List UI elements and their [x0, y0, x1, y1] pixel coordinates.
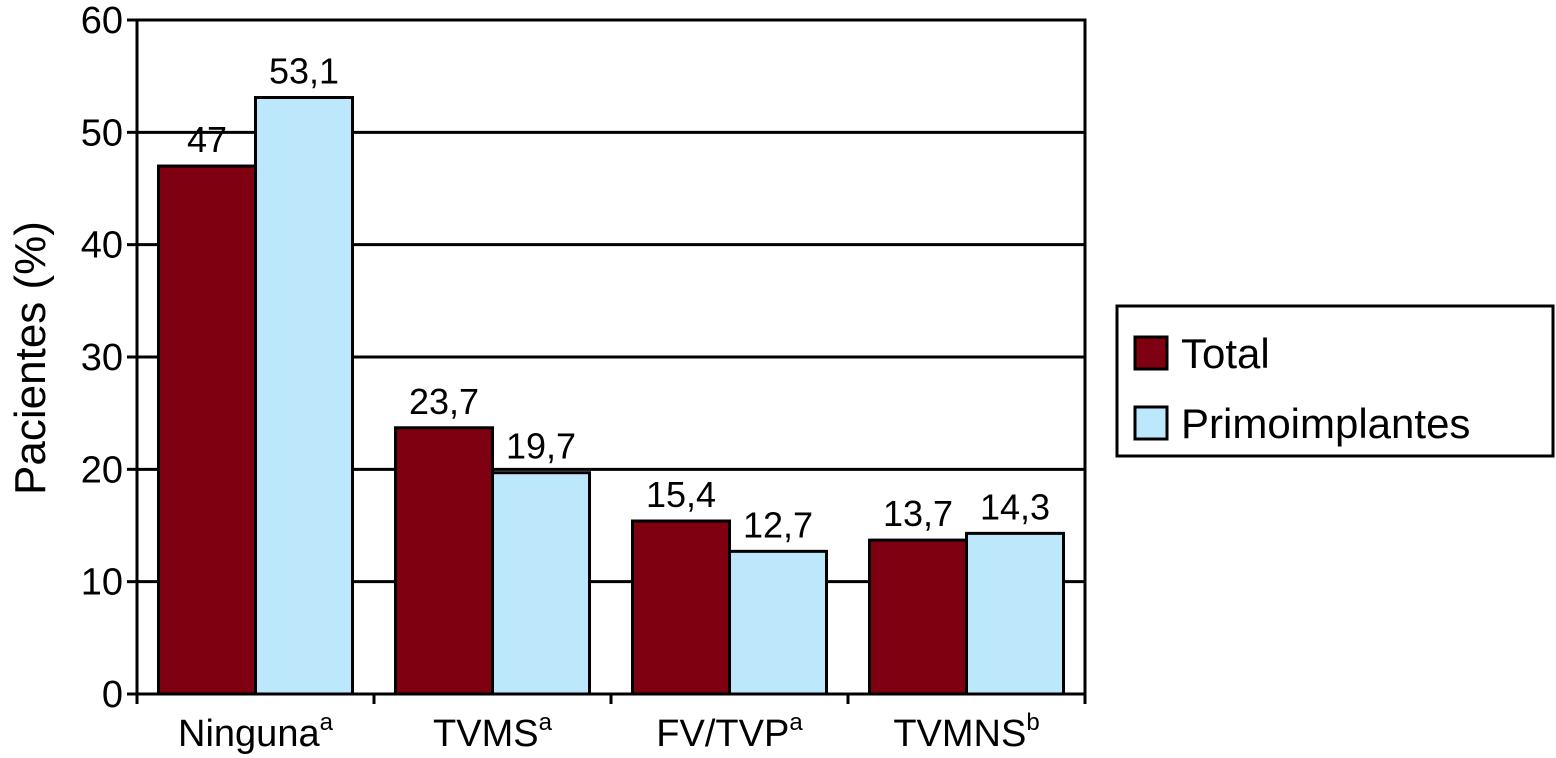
legend-swatch-primoimplantes: [1133, 405, 1169, 441]
y-tick-label: 20: [81, 449, 123, 491]
y-tick-label: 0: [102, 674, 123, 716]
y-tick-label: 10: [81, 562, 123, 604]
y-tick-label: 60: [81, 0, 123, 42]
legend-label: Total: [1181, 330, 1270, 377]
legend-box: [1115, 304, 1555, 458]
bar-total-1: [157, 164, 257, 696]
bar-total-2: [394, 426, 494, 696]
legend: Total Primoimplantes: [1115, 304, 1555, 458]
bar-primoimplantes-2: [491, 471, 591, 696]
x-category-label: TVMSa: [433, 709, 553, 755]
y-tick-label: 40: [81, 225, 123, 267]
data-label: 14,3: [980, 486, 1050, 527]
y-tick-label: 30: [81, 337, 123, 379]
data-label: 53,1: [269, 51, 339, 92]
x-axis-categories: Ningunaa TVMSa FV/TVPa TVMNSb: [178, 709, 1040, 755]
data-label: 12,7: [743, 504, 813, 545]
x-category-label: Ningunaa: [178, 709, 334, 755]
data-label: 23,7: [409, 381, 479, 422]
x-category-label: FV/TVPa: [656, 709, 803, 755]
data-label: 15,4: [646, 474, 716, 515]
data-label: 13,7: [883, 493, 953, 534]
legend-label: Primoimplantes: [1181, 400, 1470, 447]
bar-primoimplantes-4: [965, 531, 1065, 696]
legend-swatch-total: [1133, 335, 1169, 371]
bar-total-4: [868, 538, 968, 696]
data-labels: 47 53,1 23,7 19,7 15,4 12,7 13,7 14,3: [187, 51, 1050, 546]
x-category-label: TVMNSb: [893, 709, 1039, 755]
y-axis-title: Pacientes (%): [6, 221, 55, 495]
bars: [157, 96, 1065, 696]
y-axis-ticks: 0 10 20 30 40 50 60: [81, 0, 137, 716]
y-tick-label: 50: [81, 112, 123, 154]
data-label: 47: [187, 119, 227, 160]
bar-primoimplantes-3: [728, 549, 828, 696]
data-label: 19,7: [506, 426, 576, 467]
bar-total-3: [631, 519, 731, 696]
bar-primoimplantes-1: [254, 96, 354, 696]
